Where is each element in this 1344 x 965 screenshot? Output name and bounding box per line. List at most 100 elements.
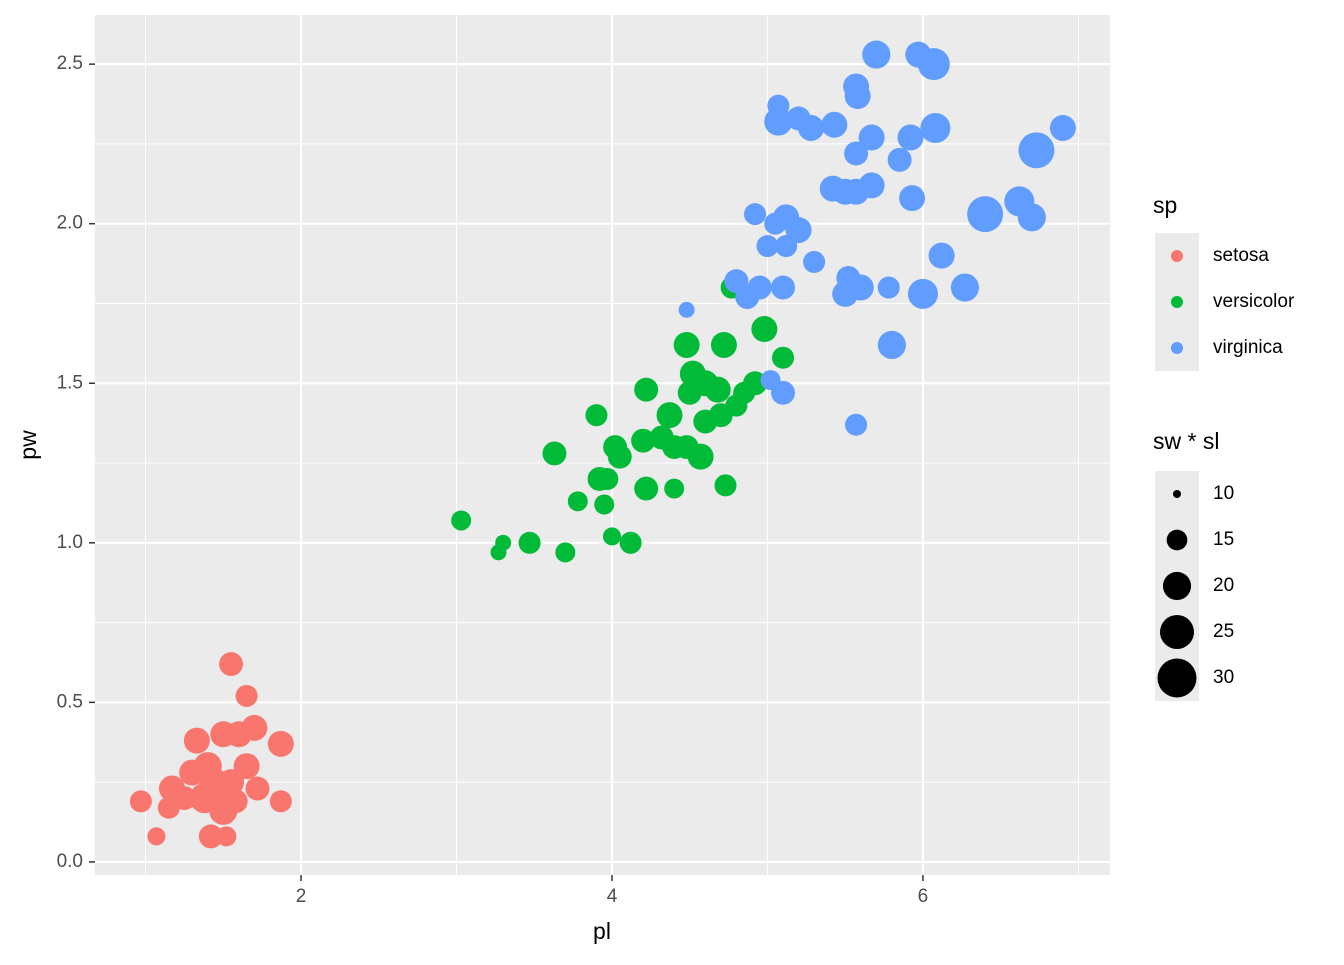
- point: [147, 827, 166, 846]
- size-label: 20: [1213, 575, 1234, 596]
- point: [631, 428, 656, 453]
- point: [920, 112, 951, 143]
- point: [602, 527, 622, 546]
- y-tick-label: 1.0: [57, 532, 83, 553]
- x-tick-label: 6: [918, 886, 929, 907]
- point: [656, 402, 683, 429]
- x-axis-title: pl: [593, 918, 611, 944]
- point: [198, 824, 223, 849]
- point: [928, 242, 955, 269]
- point: [845, 413, 868, 436]
- point: [803, 250, 826, 274]
- point: [172, 786, 197, 811]
- legend-swatch: [1171, 342, 1183, 354]
- point: [897, 124, 924, 151]
- x-tick-label: 4: [607, 886, 618, 907]
- point: [619, 531, 642, 554]
- point: [858, 124, 885, 151]
- point: [917, 48, 950, 81]
- point: [219, 652, 244, 677]
- point: [223, 789, 248, 814]
- size-swatch: [1173, 490, 1181, 498]
- y-tick-label: 0.5: [57, 691, 83, 712]
- point: [887, 147, 912, 172]
- point: [673, 331, 700, 358]
- point: [771, 346, 795, 369]
- x-tick-label: 2: [296, 886, 307, 907]
- point: [710, 331, 737, 358]
- y-tick-label: 2.0: [57, 213, 83, 234]
- point: [844, 141, 869, 166]
- point: [594, 494, 615, 515]
- point: [756, 235, 779, 258]
- size-swatch: [1160, 615, 1194, 649]
- point: [771, 275, 795, 300]
- size-label: 30: [1213, 667, 1234, 688]
- point: [267, 730, 294, 757]
- point: [664, 478, 685, 499]
- point: [216, 826, 237, 847]
- legend-swatch: [1171, 250, 1183, 262]
- legend-title: sp: [1153, 192, 1177, 218]
- y-tick-label: 1.5: [57, 372, 83, 393]
- point: [714, 474, 737, 497]
- point: [687, 443, 714, 470]
- point: [596, 467, 619, 491]
- point: [744, 203, 767, 226]
- point: [858, 172, 885, 199]
- point: [704, 376, 731, 403]
- point: [193, 752, 222, 781]
- point: [542, 441, 567, 466]
- size-swatch: [1166, 529, 1188, 551]
- y-tick-label: 2.5: [57, 53, 83, 74]
- legend-swatch: [1171, 296, 1183, 308]
- point: [678, 301, 695, 318]
- point: [785, 217, 812, 244]
- point: [567, 491, 588, 512]
- legend-label: setosa: [1213, 245, 1269, 266]
- size-swatch: [1162, 571, 1192, 601]
- point: [235, 684, 258, 708]
- point: [1018, 132, 1055, 169]
- point: [518, 531, 541, 554]
- point: [899, 185, 926, 212]
- point: [862, 40, 891, 69]
- size-label: 25: [1213, 621, 1234, 642]
- point: [634, 377, 659, 402]
- point: [129, 790, 152, 813]
- legend-label: versicolor: [1213, 291, 1295, 312]
- point: [967, 196, 1004, 233]
- point: [1017, 203, 1046, 232]
- size-swatch: [1157, 658, 1197, 698]
- point: [218, 769, 245, 796]
- point: [607, 444, 632, 469]
- y-axis-title: pw: [15, 430, 41, 460]
- y-tick-label: 0.0: [57, 851, 83, 872]
- point: [233, 753, 260, 780]
- size-legend-title: sw * sl: [1153, 428, 1219, 454]
- point: [555, 542, 576, 563]
- point: [751, 316, 778, 342]
- point: [847, 274, 874, 301]
- size-label: 15: [1213, 529, 1234, 550]
- point: [771, 380, 795, 405]
- size-label: 10: [1213, 483, 1234, 504]
- point: [844, 83, 871, 110]
- legend-label: virginica: [1213, 337, 1283, 358]
- point: [269, 790, 292, 813]
- point: [495, 534, 512, 551]
- point: [907, 278, 938, 309]
- point: [877, 330, 906, 360]
- point: [183, 727, 210, 754]
- point: [950, 273, 980, 302]
- point: [821, 111, 848, 138]
- point: [798, 114, 824, 141]
- point: [245, 776, 270, 801]
- point: [1049, 114, 1076, 141]
- point: [747, 275, 772, 300]
- point: [241, 714, 268, 741]
- point: [764, 107, 793, 136]
- point: [634, 476, 659, 501]
- point: [585, 404, 608, 427]
